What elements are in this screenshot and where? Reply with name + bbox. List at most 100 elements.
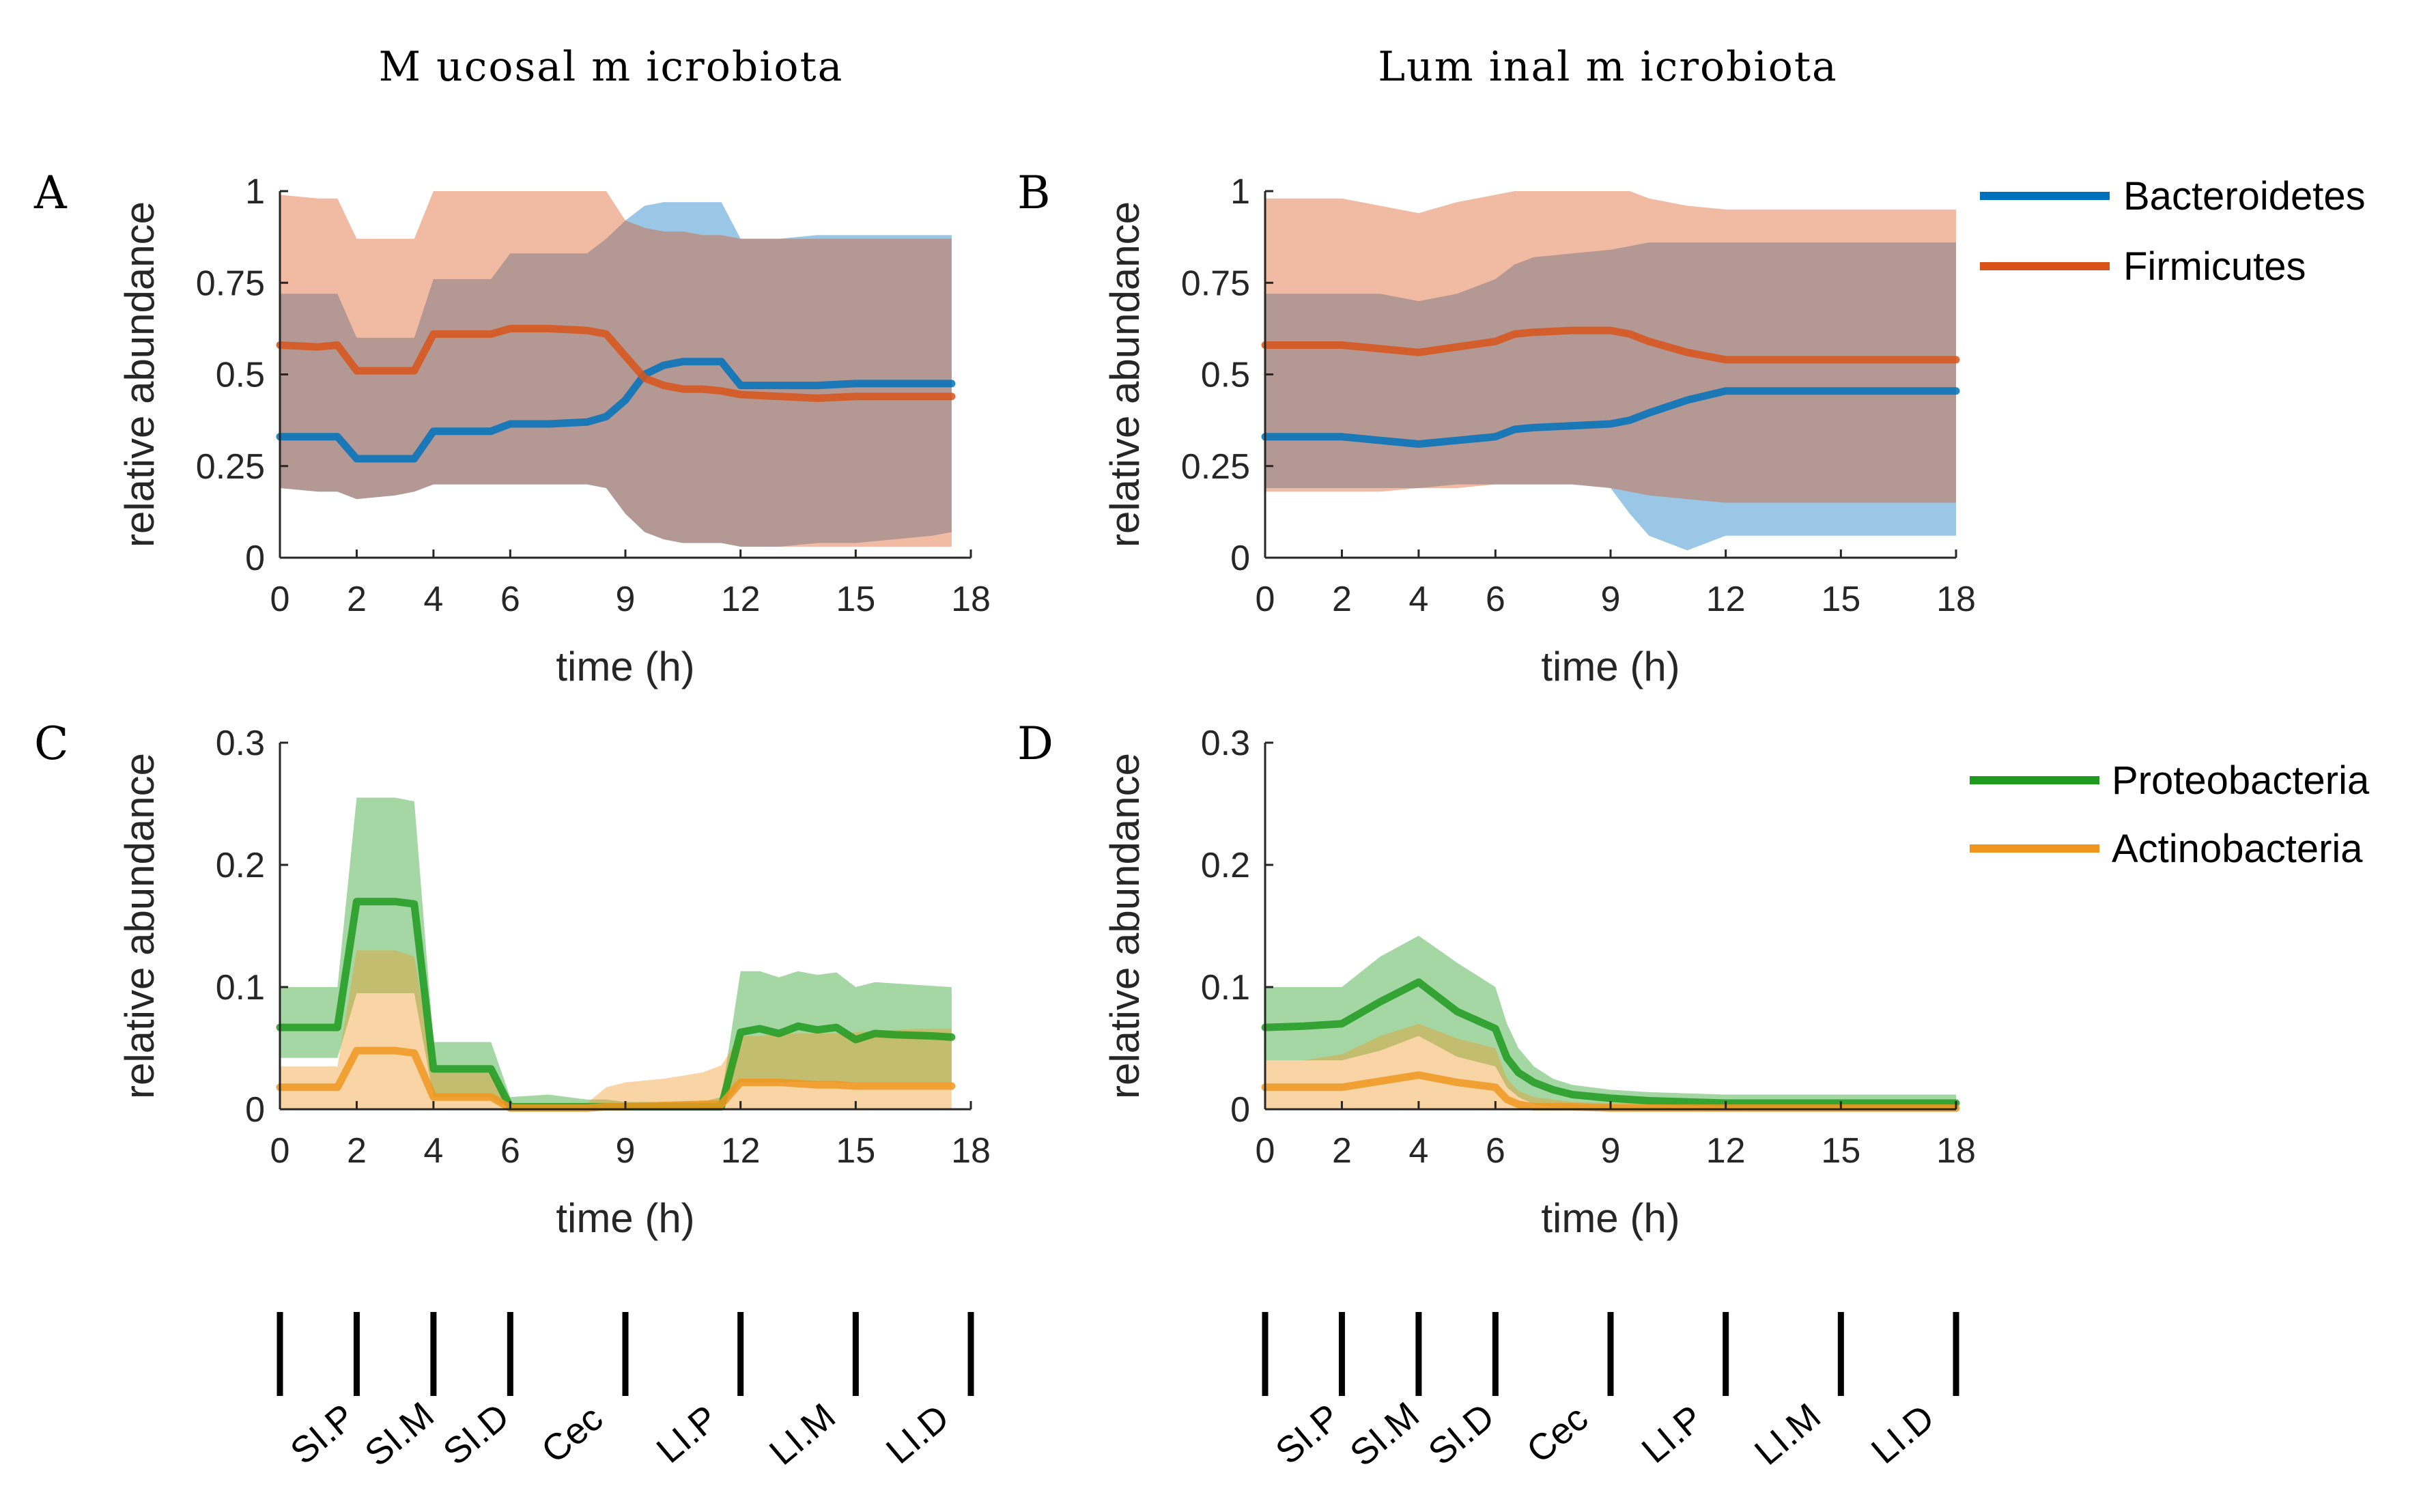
line-actinobacteria xyxy=(276,1046,956,1112)
x-tick-label: 12 xyxy=(721,580,761,619)
y-tick-label: 0.1 xyxy=(216,968,265,1008)
x-tick-label: 6 xyxy=(500,580,520,619)
segment-label: Cec xyxy=(1519,1397,1596,1471)
segment-label: LI.D xyxy=(1864,1397,1942,1472)
x-tick-label: 2 xyxy=(347,580,367,619)
x-tick-label: 2 xyxy=(1332,580,1352,619)
segment-label: SI.P xyxy=(283,1396,363,1472)
mean-lines xyxy=(1261,978,1960,1112)
mean-lines xyxy=(276,898,956,1112)
x-tick-label: 12 xyxy=(721,1131,761,1171)
x-axis-label: time (h) xyxy=(1541,1195,1680,1241)
legend-top: Bacteroidetes Firmicutes xyxy=(1980,174,2366,289)
line-actinobacteria xyxy=(1261,1071,1960,1112)
x-tick-label: 6 xyxy=(1486,580,1505,619)
x-tick-label: 4 xyxy=(1408,580,1428,619)
y-tick-label: 0.25 xyxy=(196,447,265,487)
legend-label-bacteroidetes: Bacteroidetes xyxy=(2123,174,2366,218)
x-tick-label: 9 xyxy=(616,1131,636,1171)
band-firmicutes xyxy=(1265,191,1956,503)
y-tick-label: 0.2 xyxy=(216,846,265,885)
panel-letter-B: B xyxy=(1017,167,1051,219)
segment-scale-mucosal: SI.PSI.MSI.D Cec LI.P LI.M LI.D xyxy=(277,1312,974,1474)
bands xyxy=(1265,935,1956,1109)
x-tick-label: 2 xyxy=(1332,1131,1352,1171)
legend-label-firmicutes: Firmicutes xyxy=(2123,244,2306,289)
panel-letter-D: D xyxy=(1017,717,1053,770)
segment-label: LI.D xyxy=(879,1397,957,1472)
x-tick-label: 18 xyxy=(1936,580,1976,619)
panel-B: B 0 2 4 6 9 12 15 18 0 0.25 0.5 0.75 1 time (h) relativ… xyxy=(1017,167,1976,689)
line-proteobacteria xyxy=(1261,978,1960,1107)
y-tick-label: 0 xyxy=(245,539,265,578)
title-luminal: Lum inal m icrobiota xyxy=(1378,43,1838,91)
legend-label-proteobacteria: Proteobacteria xyxy=(2112,758,2370,803)
band-firmicutes xyxy=(280,191,952,547)
y-tick-label: 0.2 xyxy=(1201,846,1250,885)
y-tick-label: 0.75 xyxy=(1181,263,1250,303)
segment-label: LI.M xyxy=(762,1395,843,1472)
x-tick-label: 0 xyxy=(270,580,290,619)
line-firmicutes xyxy=(1261,326,1960,364)
y-tick-label: 0 xyxy=(1230,539,1250,578)
line-bacteroidetes xyxy=(276,358,956,463)
y-tick-label: 0.25 xyxy=(1181,447,1250,487)
title-mucosal: M ucosal m icrobiota xyxy=(379,43,844,91)
bands xyxy=(280,797,952,1109)
x-tick-label: 6 xyxy=(1486,1131,1505,1171)
y-tick-label: 0.5 xyxy=(216,356,265,395)
y-axis-label: relative abundance xyxy=(117,201,162,547)
y-axis-label: relative abundance xyxy=(1102,753,1148,1099)
x-tick-label: 18 xyxy=(951,1131,991,1171)
segment-scale-luminal: SI.PSI.MSI.D Cec LI.P LI.M LI.D xyxy=(1262,1312,1959,1474)
x-axis-label: time (h) xyxy=(556,1195,694,1241)
x-tick-label: 15 xyxy=(1821,1131,1860,1171)
y-tick-label: 0.3 xyxy=(1201,724,1250,763)
segment-label: SI.D xyxy=(1421,1395,1502,1472)
panel-D: D 0 2 4 6 9 12 15 18 0 0.1 0.2 0.3 time (h) relative a… xyxy=(1017,717,1976,1241)
y-tick-label: 0.1 xyxy=(1201,968,1250,1008)
x-tick-label: 9 xyxy=(1601,580,1621,619)
band-actinobacteria xyxy=(1265,1023,1956,1109)
y-tick-label: 0.5 xyxy=(1201,356,1250,395)
segment-label: SI.P xyxy=(1268,1396,1348,1472)
panel-letter-C: C xyxy=(34,717,69,770)
band-bacteroidetes xyxy=(280,202,952,547)
segment-label: Cec xyxy=(534,1397,610,1471)
panel-A: A 0 2 4 6 9 12 15 18 0 0.25 0.5 0.75 1 time (h) relativ… xyxy=(33,167,991,689)
x-tick-label: 0 xyxy=(1256,580,1275,619)
x-tick-label: 4 xyxy=(1408,1131,1428,1171)
y-tick-label: 0.3 xyxy=(216,724,265,763)
x-tick-label: 2 xyxy=(347,1131,367,1171)
segment-label: SI.D xyxy=(436,1395,517,1472)
line-bacteroidetes xyxy=(1261,387,1960,448)
bands xyxy=(1265,191,1956,551)
x-tick-label: 4 xyxy=(423,580,443,619)
mean-lines xyxy=(276,324,956,463)
x-tick-label: 4 xyxy=(423,1131,443,1171)
segment-label: LI.M xyxy=(1747,1395,1828,1472)
bands xyxy=(280,191,952,547)
x-axis-label: time (h) xyxy=(556,644,694,689)
x-tick-label: 15 xyxy=(836,580,875,619)
x-tick-label: 0 xyxy=(1256,1131,1275,1171)
band-proteobacteria xyxy=(1265,935,1956,1109)
y-tick-label: 1 xyxy=(1230,172,1250,212)
x-axis-label: time (h) xyxy=(1541,644,1680,689)
y-tick-label: 0 xyxy=(1230,1090,1250,1130)
segment-label: SI.M xyxy=(1342,1395,1427,1474)
x-tick-label: 12 xyxy=(1706,1131,1746,1171)
y-tick-label: 1 xyxy=(245,172,265,212)
segment-label: LI.P xyxy=(1634,1397,1711,1471)
y-tick-label: 0.75 xyxy=(196,263,265,303)
x-tick-label: 15 xyxy=(836,1131,875,1171)
segment-label: LI.P xyxy=(649,1397,726,1471)
panel-C: C 0 2 4 6 9 12 15 18 0 0.1 0.2 0.3 time (h) relative a… xyxy=(34,717,991,1241)
legend-bottom: Proteobacteria Actinobacteria xyxy=(1970,758,2370,871)
mean-lines xyxy=(1261,326,1960,448)
band-actinobacteria xyxy=(280,950,952,1109)
x-tick-label: 18 xyxy=(1936,1131,1976,1171)
x-tick-label: 0 xyxy=(270,1131,290,1171)
panel-letter-A: A xyxy=(33,167,68,219)
